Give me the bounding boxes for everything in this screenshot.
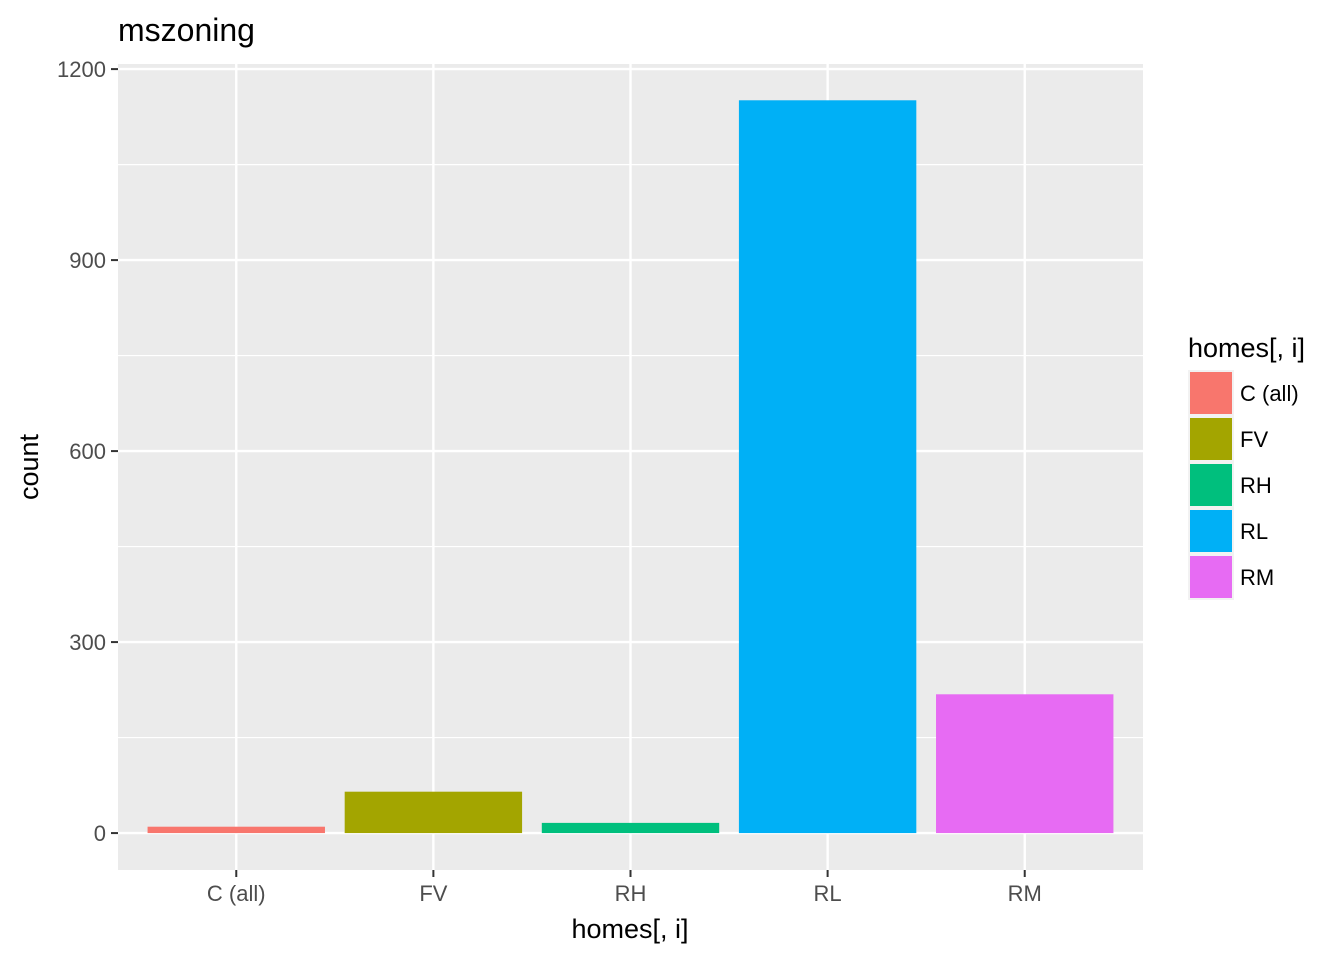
legend-label: RM — [1240, 565, 1274, 590]
bar-rl — [738, 100, 917, 834]
y-axis-title: count — [14, 433, 44, 500]
x-axis-title: homes[, i] — [571, 914, 688, 944]
x-tick-label: RH — [615, 881, 647, 906]
legend: homes[, i] C (all) FV RH RL RM — [1188, 333, 1305, 600]
bar-rm — [936, 694, 1114, 834]
bar-c-all — [147, 826, 325, 834]
bar-rh — [541, 822, 720, 834]
bars — [147, 100, 1114, 834]
x-tick-label: FV — [419, 881, 447, 906]
legend-swatch — [1190, 464, 1232, 506]
legend-swatch — [1190, 418, 1232, 460]
legend-title: homes[, i] — [1188, 333, 1305, 363]
legend-label: C (all) — [1240, 381, 1299, 406]
y-tick-label: 300 — [69, 630, 106, 655]
chart-title: mszoning — [118, 12, 255, 48]
y-tick-label: 0 — [94, 821, 106, 846]
legend-swatch — [1190, 556, 1232, 598]
y-tick-label: 900 — [69, 248, 106, 273]
y-axis: 0 300 600 900 1200 — [57, 57, 118, 846]
legend-label: FV — [1240, 427, 1268, 452]
legend-label: RL — [1240, 519, 1268, 544]
x-tick-label: RL — [814, 881, 842, 906]
x-axis: C (all) FV RH RL RM — [207, 870, 1042, 906]
legend-label: RH — [1240, 473, 1272, 498]
legend-swatch — [1190, 372, 1232, 414]
y-tick-label: 600 — [69, 439, 106, 464]
legend-keys: C (all) FV RH RL RM — [1188, 370, 1299, 600]
x-tick-label: C (all) — [207, 881, 266, 906]
bar-fv — [344, 791, 523, 834]
major-gridlines — [118, 64, 1143, 870]
y-tick-label: 1200 — [57, 57, 106, 82]
legend-swatch — [1190, 510, 1232, 552]
x-tick-label: RM — [1008, 881, 1042, 906]
